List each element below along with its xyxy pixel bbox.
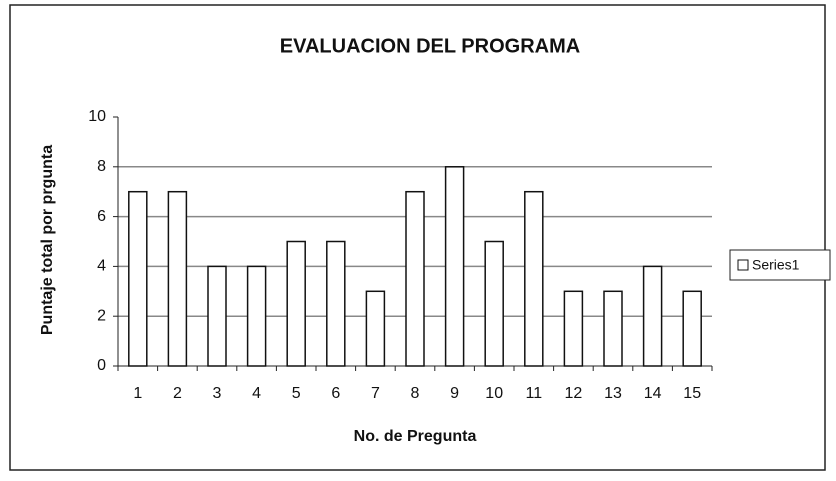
y-tick-label: 0 (97, 357, 106, 374)
x-tick-label: 13 (604, 385, 622, 402)
x-tick-label: 7 (371, 385, 380, 402)
bar (246, 265, 267, 367)
bar (286, 240, 306, 367)
bar (405, 190, 425, 367)
y-axis-label: Puntaje total por prgunta (39, 145, 56, 335)
x-tick-label: 2 (173, 385, 182, 402)
bar (642, 265, 663, 367)
y-tick-label: 6 (97, 208, 106, 225)
x-axis-label: No. de Pregunta (354, 428, 477, 445)
x-tick-label: 15 (683, 385, 701, 402)
bar (326, 240, 346, 367)
x-tick-label: 3 (213, 385, 222, 402)
bar (207, 265, 227, 367)
legend-swatch (737, 259, 749, 271)
x-tick-label: 5 (292, 385, 301, 402)
x-tick-label: 14 (644, 385, 662, 402)
bar (603, 290, 623, 367)
bar (128, 190, 148, 367)
y-tick-label: 2 (97, 307, 106, 324)
legend-label: Series1 (752, 257, 800, 273)
chart-title: EVALUACION DEL PROGRAMA (280, 35, 580, 57)
x-tick-label: 4 (252, 385, 261, 402)
bar (444, 166, 465, 367)
x-tick-label: 1 (133, 385, 142, 402)
bar (682, 290, 702, 367)
x-tick-label: 10 (485, 385, 503, 402)
x-tick-label: 6 (331, 385, 340, 402)
bar (365, 290, 386, 367)
x-tick-label: 12 (565, 385, 583, 402)
y-tick-label: 8 (97, 158, 106, 175)
x-tick-label: 9 (450, 385, 459, 402)
bar (563, 290, 584, 367)
bar (524, 190, 544, 367)
y-tick-label: 4 (97, 258, 106, 275)
y-tick-label: 10 (88, 108, 106, 125)
x-tick-label: 8 (411, 385, 420, 402)
x-tick-label: 11 (525, 385, 542, 402)
bar (167, 190, 188, 367)
bar (484, 240, 504, 367)
